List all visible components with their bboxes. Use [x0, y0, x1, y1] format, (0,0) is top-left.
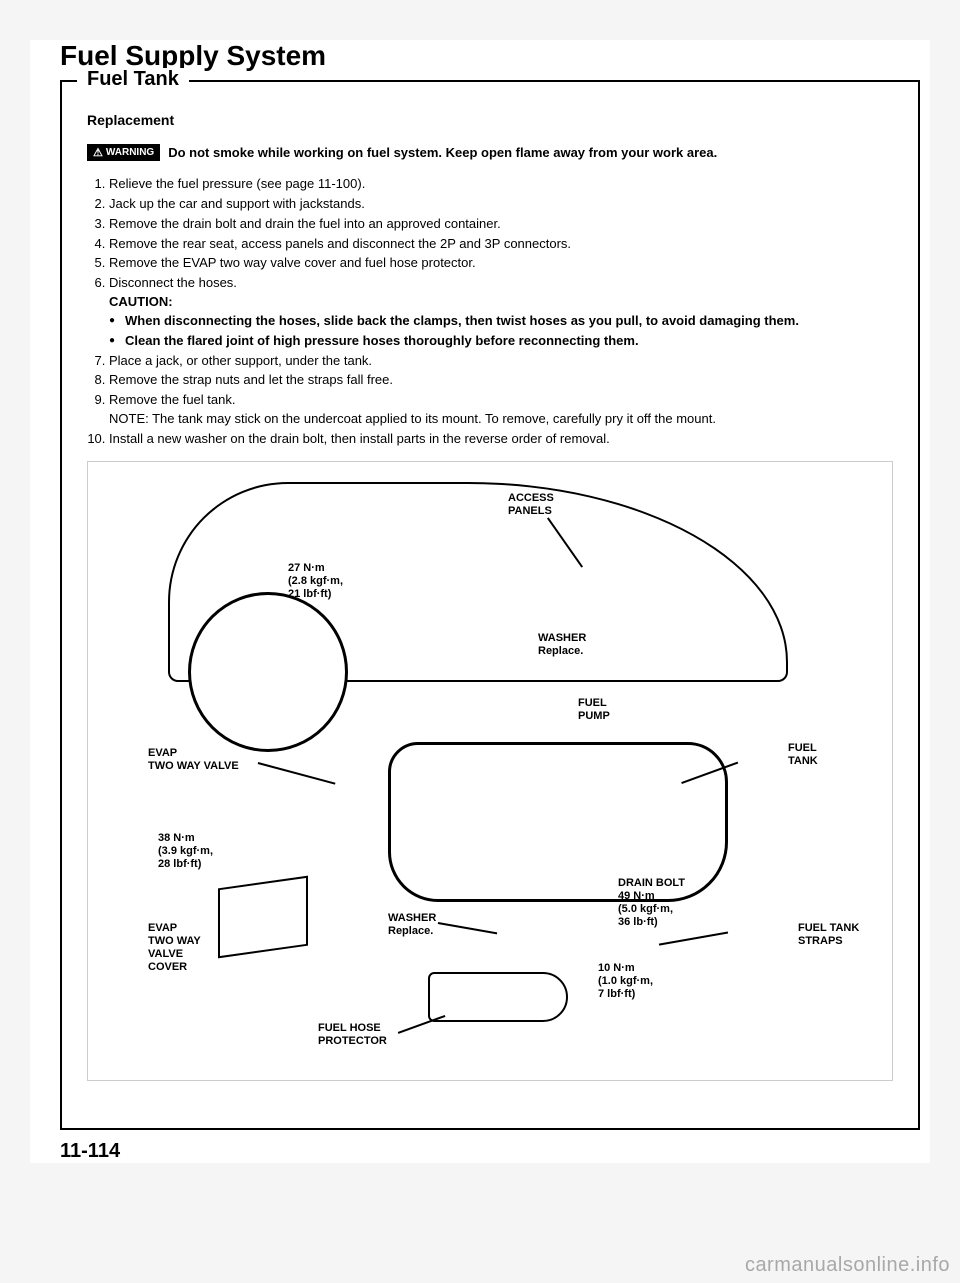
- watermark-text: carmanualsonline.info: [745, 1254, 950, 1277]
- caution-bullets: When disconnecting the hoses, slide back…: [109, 312, 893, 351]
- label-washer-lower: WASHER Replace.: [388, 912, 436, 938]
- step-9-text: Remove the fuel tank.: [109, 392, 235, 407]
- step-8: Remove the strap nuts and let the straps…: [109, 371, 893, 390]
- step-4: Remove the rear seat, access panels and …: [109, 235, 893, 254]
- leader-line: [398, 1015, 445, 1034]
- label-torque-38: 38 N·m (3.9 kgf·m, 28 lbf·ft): [158, 832, 213, 872]
- step-3: Remove the drain bolt and drain the fuel…: [109, 215, 893, 234]
- section-frame: Fuel Tank Replacement WARNING Do not smo…: [60, 80, 920, 1130]
- step-2: Jack up the car and support with jacksta…: [109, 195, 893, 214]
- label-evap-cover: EVAP TWO WAY VALVE COVER: [148, 922, 201, 975]
- caution-bullet-1: When disconnecting the hoses, slide back…: [109, 312, 893, 331]
- label-torque-10: 10 N·m (1.0 kgf·m, 7 lbf·ft): [598, 962, 653, 1002]
- label-torque-27: 27 N·m (2.8 kgf·m, 21 lbf·ft): [288, 562, 343, 602]
- manual-page: Fuel Supply System Fuel Tank Replacement…: [30, 40, 930, 1163]
- rear-wheel-shape: [188, 592, 348, 752]
- step-6-text: Disconnect the hoses.: [109, 275, 237, 290]
- label-access-panels: ACCESS PANELS: [508, 492, 554, 518]
- label-fuel-tank: FUEL TANK: [788, 742, 818, 768]
- leader-line: [438, 922, 497, 934]
- label-drain-bolt: DRAIN BOLT 49 N·m (5.0 kgf·m, 36 lb·ft): [618, 877, 685, 930]
- note-text: NOTE: The tank may stick on the undercoa…: [109, 411, 716, 426]
- label-washer-upper: WASHER Replace.: [538, 632, 586, 658]
- warning-text: Do not smoke while working on fuel syste…: [168, 145, 717, 160]
- step-1: Relieve the fuel pressure (see page 11-1…: [109, 175, 893, 194]
- warning-badge: WARNING: [87, 144, 160, 161]
- label-fuel-tank-straps: FUEL TANK STRAPS: [798, 922, 859, 948]
- fuel-tank-diagram: ACCESS PANELS 27 N·m (2.8 kgf·m, 21 lbf·…: [87, 461, 893, 1081]
- page-title: Fuel Supply System: [60, 40, 930, 72]
- leader-line: [659, 932, 728, 946]
- page-number: 11-114: [60, 1140, 930, 1163]
- caution-bullet-2: Clean the flared joint of high pressure …: [109, 332, 893, 351]
- evap-cover-shape: [218, 875, 308, 958]
- label-fuel-pump: FUEL PUMP: [578, 697, 610, 723]
- step-5: Remove the EVAP two way valve cover and …: [109, 254, 893, 273]
- leader-line: [258, 762, 336, 784]
- section-label: Fuel Tank: [77, 68, 189, 91]
- procedure-steps: Relieve the fuel pressure (see page 11-1…: [109, 175, 893, 449]
- warning-row: WARNING Do not smoke while working on fu…: [87, 144, 893, 161]
- replacement-heading: Replacement: [87, 112, 893, 128]
- step-6: Disconnect the hoses. CAUTION: When disc…: [109, 274, 893, 350]
- step-9: Remove the fuel tank. NOTE: The tank may…: [109, 391, 893, 429]
- step-10: Install a new washer on the drain bolt, …: [109, 430, 893, 449]
- label-fuel-hose-protector: FUEL HOSE PROTECTOR: [318, 1022, 387, 1048]
- label-evap-valve: EVAP TWO WAY VALVE: [148, 747, 239, 773]
- protector-shape: [428, 972, 568, 1022]
- step-7: Place a jack, or other support, under th…: [109, 352, 893, 371]
- caution-label: CAUTION:: [109, 294, 173, 309]
